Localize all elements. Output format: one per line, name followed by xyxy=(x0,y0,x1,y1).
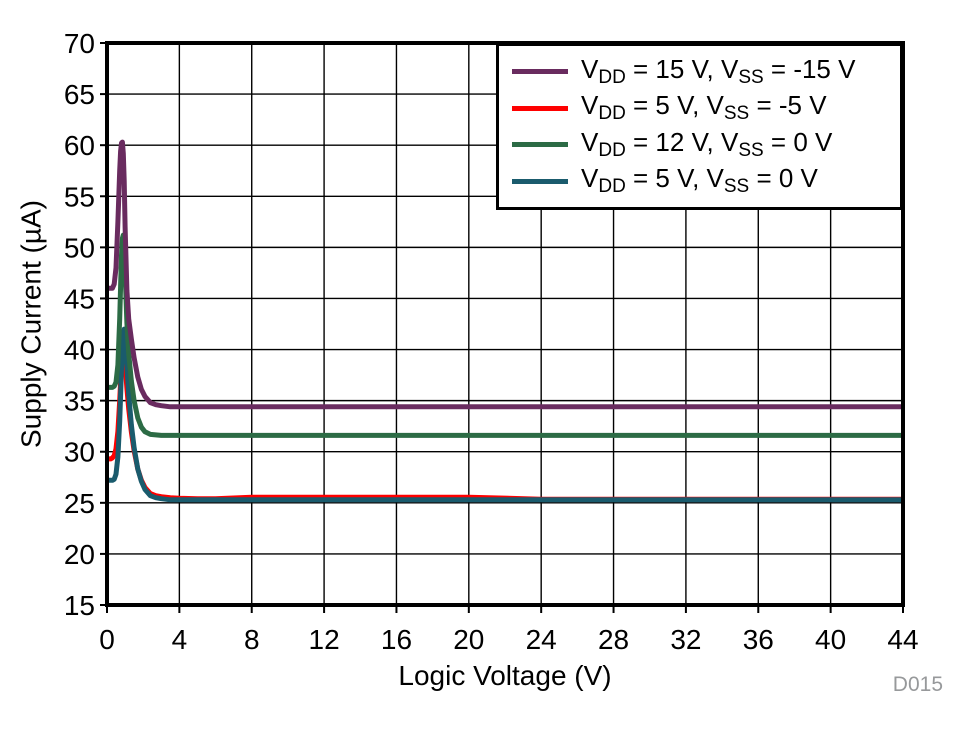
legend-label-text: V xyxy=(581,53,599,84)
legend-label-text: = -5 V xyxy=(749,90,827,121)
legend-swatch xyxy=(512,69,568,75)
y-tick-label: 40 xyxy=(64,335,95,366)
x-tick-label: 4 xyxy=(172,624,188,655)
legend-label-subscript: DD xyxy=(598,66,626,88)
legend-label: VDD = 12 V, VSS = 0 V xyxy=(581,126,833,161)
legend-label-subscript: DD xyxy=(598,103,626,125)
series-line xyxy=(106,232,903,438)
legend-label-subscript: DD xyxy=(598,139,626,161)
x-tick-label: 36 xyxy=(743,624,774,655)
y-tick-label: 55 xyxy=(64,181,95,212)
x-tick-label: 8 xyxy=(244,624,260,655)
legend-item: VDD = 5 V, VSS = -5 V xyxy=(512,92,896,124)
y-tick-label: 30 xyxy=(64,437,95,468)
series-line xyxy=(106,326,903,503)
x-tick-label: 0 xyxy=(99,624,115,655)
legend-label-text: = 0 V xyxy=(763,126,833,157)
legend-swatch xyxy=(512,105,568,111)
legend-label-text: = 15 V, xyxy=(625,53,721,84)
y-tick-label: 50 xyxy=(64,232,95,263)
figure-code: D015 xyxy=(892,673,943,696)
x-tick-label: 12 xyxy=(309,624,340,655)
legend-box: VDD = 15 V, VSS = -15 V VDD = 5 V, VSS = … xyxy=(496,43,903,210)
x-tick-label: 24 xyxy=(526,624,557,655)
legend-item: VDD = 15 V, VSS = -15 V xyxy=(512,53,896,88)
y-tick-label: 20 xyxy=(64,539,95,570)
legend-label-text: V xyxy=(720,126,739,157)
legend-label: VDD = 15 V, VSS = -15 V xyxy=(581,53,856,88)
legend-label-text: V xyxy=(720,53,739,84)
legend-label-text: = 5 V, xyxy=(625,90,707,121)
y-tick-label: 15 xyxy=(64,590,95,621)
legend-label-subscript: SS xyxy=(738,66,764,88)
legend-label-text: = 0 V xyxy=(749,163,818,194)
x-tick-label: 40 xyxy=(815,624,846,655)
legend-swatch xyxy=(512,142,568,148)
legend-label-subscript: SS xyxy=(738,139,764,161)
legend-label-subscript: SS xyxy=(723,176,750,198)
series-line xyxy=(106,347,903,502)
x-tick-label: 16 xyxy=(381,624,412,655)
y-tick-label: 70 xyxy=(64,28,95,59)
legend-label-text: V xyxy=(581,163,599,194)
legend-label-text: = -15 V xyxy=(763,53,856,84)
legend-label-text: = 5 V, xyxy=(625,163,707,194)
legend-item: VDD = 5 V, VSS = 0 V xyxy=(512,165,896,197)
x-tick-label: 32 xyxy=(670,624,701,655)
y-tick-label: 35 xyxy=(64,386,95,417)
legend-label: VDD = 5 V, VSS = -5 V xyxy=(581,92,827,124)
x-tick-label: 44 xyxy=(887,624,918,655)
y-tick-label: 65 xyxy=(64,79,95,110)
legend-label-text: V xyxy=(706,163,724,194)
legend-label-subscript: DD xyxy=(598,176,626,198)
series-line xyxy=(106,139,903,410)
x-tick-label: 28 xyxy=(598,624,629,655)
legend-label-text: V xyxy=(581,90,599,121)
x-tick-label: 20 xyxy=(453,624,484,655)
y-tick-label: 45 xyxy=(64,283,95,314)
x-axis-title: Logic Voltage (V) xyxy=(398,660,611,691)
legend-item: VDD = 12 V, VSS = 0 V xyxy=(512,126,896,161)
legend-label-subscript: SS xyxy=(723,103,750,125)
y-tick-label: 60 xyxy=(64,130,95,161)
legend-label-text: V xyxy=(706,90,724,121)
legend-label-text: = 12 V, xyxy=(625,126,721,157)
legend-swatch xyxy=(512,178,568,184)
y-tick-label: 25 xyxy=(64,488,95,519)
legend-label: VDD = 5 V, VSS = 0 V xyxy=(581,165,818,197)
y-axis-title: Supply Current (µA) xyxy=(16,200,47,448)
legend-label-text: V xyxy=(581,126,599,157)
